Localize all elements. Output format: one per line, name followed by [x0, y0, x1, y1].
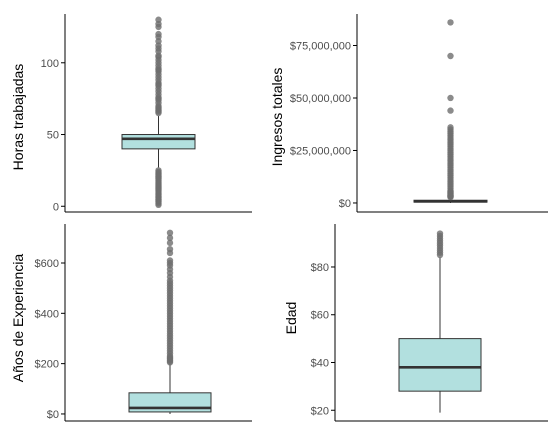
y-tick-label: $20 [311, 405, 329, 417]
box [398, 338, 482, 392]
outlier-point [155, 167, 162, 174]
outlier-point [447, 52, 454, 60]
outlier-point [166, 234, 174, 242]
outlier-point [155, 30, 162, 38]
panel-2: $0 $25,000,000 $50,000,000 $75,000,000 Ingre… [269, 14, 548, 213]
outlier-point [166, 239, 174, 247]
panel-1: 0 50 100 Horas trabajadas [10, 14, 252, 213]
y-tick-label: 100 [41, 58, 59, 70]
y-axis-title: Horas trabajadas [10, 64, 26, 171]
y-tick-label: $75,000,000 [290, 40, 351, 52]
panel-4: $20 $40 $60 $80 Edad [283, 224, 548, 422]
y-axis-title: Años de Experiencia [10, 254, 26, 383]
box [121, 134, 196, 150]
outlier-point [166, 257, 174, 264]
outlier-point [447, 94, 454, 102]
y-tick-label: $0 [339, 198, 351, 210]
y-tick-label: $400 [35, 308, 59, 320]
y-tick-label: $40 [311, 357, 329, 369]
y-tick-label: 0 [53, 201, 59, 213]
outlier-point [166, 245, 174, 253]
y-tick-label: $600 [35, 258, 59, 270]
y-tick-label: $0 [47, 409, 59, 421]
y-tick-label: $50,000,000 [290, 93, 351, 105]
panel-3: $0 $200 $400 $600 Años de Experiencia [10, 224, 252, 422]
outlier-point [436, 230, 444, 237]
y-tick-label: $200 [35, 359, 59, 371]
outlier-point [447, 19, 454, 26]
outlier-point [166, 229, 174, 237]
y-tick-label: $80 [311, 262, 329, 274]
outlier-point [447, 107, 454, 114]
outlier-point [447, 124, 454, 131]
outlier-point [155, 16, 162, 23]
y-axis-title: Ingresos totales [269, 68, 285, 167]
y-tick-label: $25,000,000 [290, 145, 351, 157]
y-axis-title: Edad [283, 302, 299, 335]
y-tick-label: $60 [311, 310, 329, 322]
y-tick-label: 50 [47, 130, 59, 142]
